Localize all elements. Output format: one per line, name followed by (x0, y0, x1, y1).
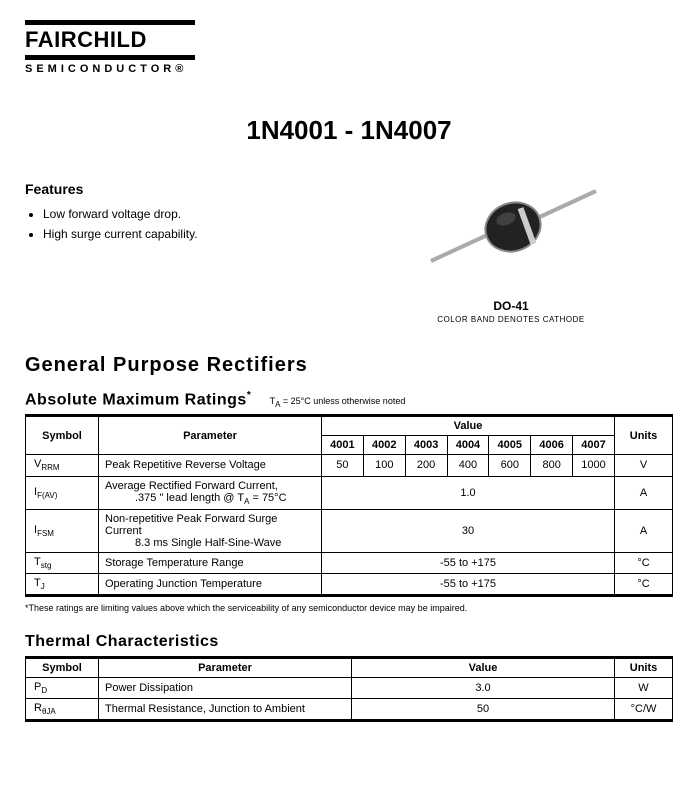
features-heading: Features (25, 181, 317, 197)
cell-param: Thermal Resistance, Junction to Ambient (99, 699, 352, 721)
cell-value: 100 (363, 455, 405, 476)
features-block: Features Low forward voltage drop. High … (25, 181, 317, 324)
cell-param: Storage Temperature Range (99, 552, 322, 573)
cell-symbol: Tstg (26, 552, 99, 573)
col-symbol: Symbol (26, 416, 99, 455)
table-row: Tstg Storage Temperature Range -55 to +1… (26, 552, 673, 573)
table-row: IF(AV) Average Rectified Forward Current… (26, 476, 673, 509)
abs-max-footnote: *These ratings are limiting values above… (25, 603, 673, 613)
logo-main: FAIRCHILD (25, 29, 673, 51)
feature-item: High surge current capability. (43, 227, 317, 241)
cell-units: °C (615, 573, 673, 595)
cell-units: °C (615, 552, 673, 573)
section-heading: General Purpose Rectifiers (25, 354, 673, 377)
table-row: VRRM Peak Repetitive Reverse Voltage 50 … (26, 455, 673, 476)
cell-symbol: PD (26, 678, 99, 699)
cell-value: 50 (352, 699, 615, 721)
col-part: 4006 (531, 436, 573, 455)
abs-max-condition: TA = 25°C unless otherwise noted (270, 396, 406, 406)
logo: FAIRCHILD SEMICONDUCTOR® (25, 20, 673, 75)
col-units: Units (615, 416, 673, 455)
package-note: COLOR BAND DENOTES CATHODE (349, 315, 673, 324)
col-value: Value (352, 658, 615, 678)
feature-item: Low forward voltage drop. (43, 207, 317, 221)
table-row: IFSM Non-repetitive Peak Forward SurgeCu… (26, 509, 673, 552)
cell-value: 400 (447, 455, 489, 476)
thermal-heading: Thermal Characteristics (25, 633, 219, 651)
features-row: Features Low forward voltage drop. High … (25, 181, 673, 324)
col-part: 4002 (363, 436, 405, 455)
abs-max-table: Symbol Parameter Value Units 4001 4002 4… (25, 414, 673, 597)
col-parameter: Parameter (99, 658, 352, 678)
cell-units: °C/W (615, 699, 673, 721)
cell-value: 600 (489, 455, 531, 476)
cell-units: V (615, 455, 673, 476)
cell-param: Peak Repetitive Reverse Voltage (99, 455, 322, 476)
cell-value: -55 to +175 (322, 552, 615, 573)
col-value: Value (322, 416, 615, 436)
cell-param: Average Rectified Forward Current,.375 "… (99, 476, 322, 509)
cell-units: A (615, 509, 673, 552)
col-part: 4003 (405, 436, 447, 455)
abs-max-heading: Absolute Maximum Ratings* (25, 390, 251, 409)
cell-symbol: VRRM (26, 455, 99, 476)
cell-value: 800 (531, 455, 573, 476)
logo-sub: SEMICONDUCTOR® (25, 63, 673, 75)
cell-symbol: IF(AV) (26, 476, 99, 509)
table-row: PD Power Dissipation 3.0 W (26, 678, 673, 699)
package-name: DO-41 (349, 299, 673, 313)
cell-param: Operating Junction Temperature (99, 573, 322, 595)
cell-value: -55 to +175 (322, 573, 615, 595)
page-title: 1N4001 - 1N4007 (25, 115, 673, 146)
diode-icon (411, 181, 611, 291)
cell-symbol: IFSM (26, 509, 99, 552)
cell-symbol: RθJA (26, 699, 99, 721)
cell-value: 200 (405, 455, 447, 476)
col-parameter: Parameter (99, 416, 322, 455)
cell-units: A (615, 476, 673, 509)
cell-symbol: TJ (26, 573, 99, 595)
cell-param: Power Dissipation (99, 678, 352, 699)
cell-value: 1.0 (322, 476, 615, 509)
col-part: 4007 (573, 436, 615, 455)
package-image-block: DO-41 COLOR BAND DENOTES CATHODE (349, 181, 673, 324)
abs-max-heading-row: Absolute Maximum Ratings* TA = 25°C unle… (25, 385, 673, 412)
table-row: TJ Operating Junction Temperature -55 to… (26, 573, 673, 595)
col-symbol: Symbol (26, 658, 99, 678)
col-part: 4001 (322, 436, 364, 455)
cell-value: 1000 (573, 455, 615, 476)
cell-units: W (615, 678, 673, 699)
col-part: 4005 (489, 436, 531, 455)
thermal-table: Symbol Parameter Value Units PD Power Di… (25, 656, 673, 722)
table-row: RθJA Thermal Resistance, Junction to Amb… (26, 699, 673, 721)
cell-param: Non-repetitive Peak Forward SurgeCurrent… (99, 509, 322, 552)
cell-value: 3.0 (352, 678, 615, 699)
cell-value: 30 (322, 509, 615, 552)
features-list: Low forward voltage drop. High surge cur… (25, 207, 317, 241)
col-part: 4004 (447, 436, 489, 455)
col-units: Units (615, 658, 673, 678)
cell-value: 50 (322, 455, 364, 476)
